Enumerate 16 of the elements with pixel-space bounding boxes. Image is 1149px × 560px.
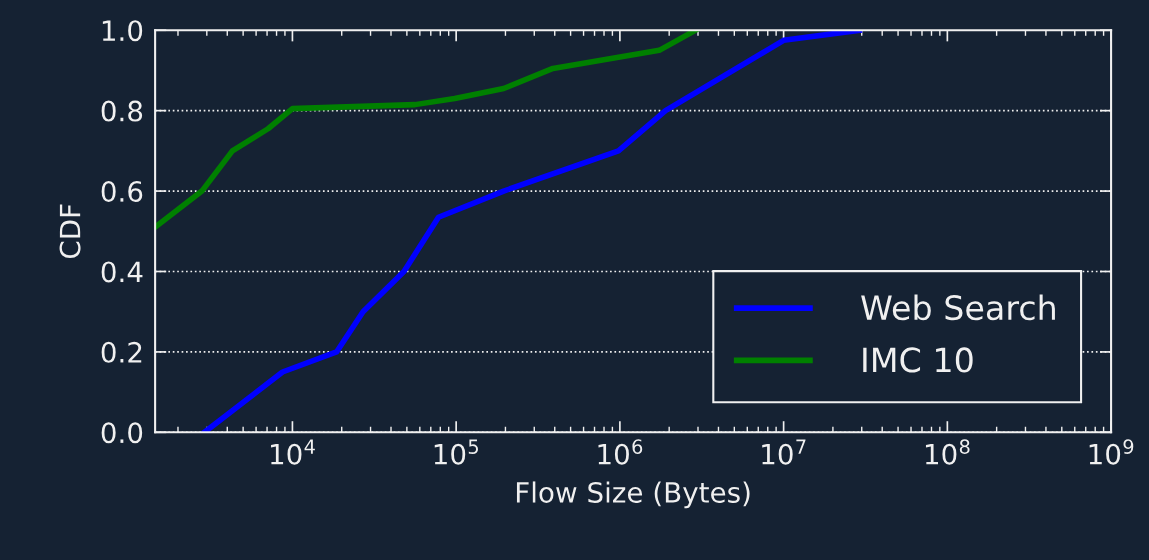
y-tick-label: 0.2 [101, 341, 142, 363]
y-tick-label: 0.8 [101, 100, 143, 122]
y-tick-label: 0.0 [101, 422, 143, 444]
y-tick-label: 1.0 [102, 20, 143, 42]
legend-label: IMC 10 [863, 347, 973, 373]
legend-label: Web Search [861, 294, 1055, 321]
x-axis-title: Flow Size (Bytes) [516, 481, 750, 509]
x-tick-label: 10$^{9}$ [1089, 439, 1134, 465]
x-tick-label: 10$^{7}$ [762, 439, 806, 465]
x-tick-label: 10$^{6}$ [598, 439, 643, 465]
y-tick-label: 0.4 [101, 261, 143, 283]
x-tick-label: 10$^{5}$ [434, 439, 478, 465]
x-tick-label: 10$^{4}$ [271, 439, 315, 465]
y-tick-label: 0.6 [101, 181, 143, 203]
x-tick-label: 10$^{8}$ [925, 439, 970, 465]
y-axis-title: CDF [59, 204, 81, 259]
